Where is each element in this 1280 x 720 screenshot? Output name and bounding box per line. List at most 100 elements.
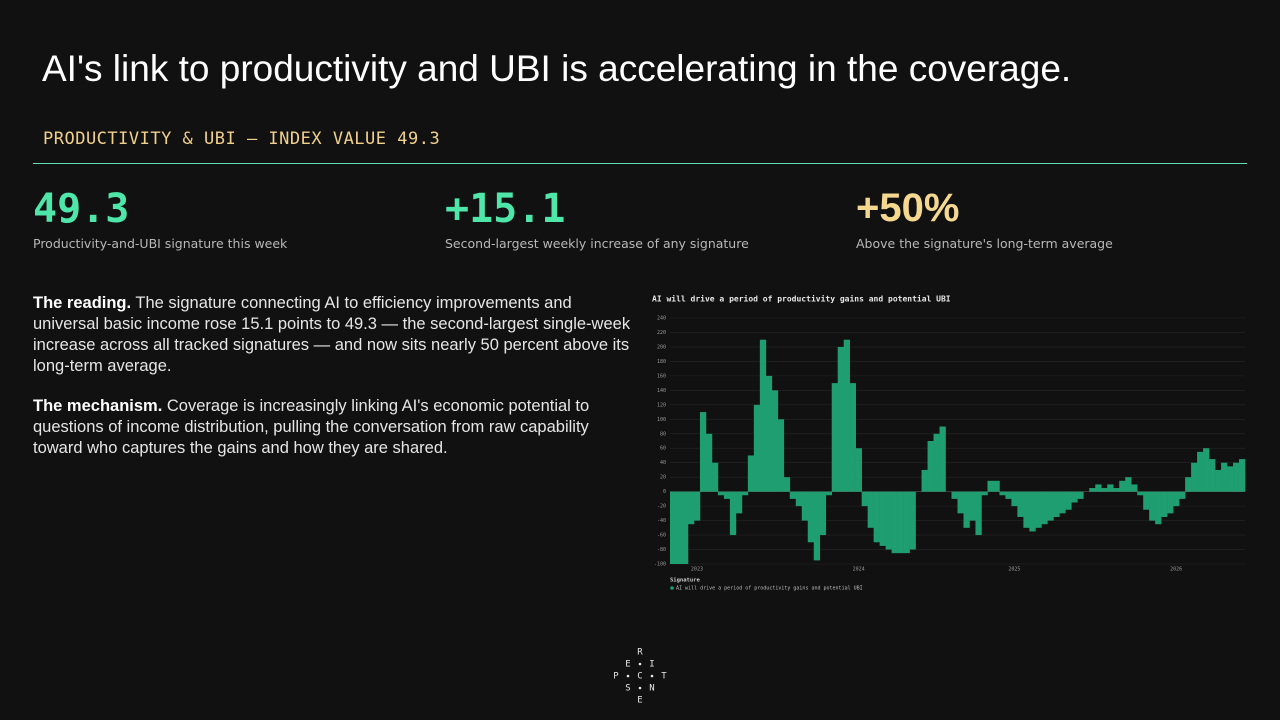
area-segment: [969, 491, 976, 521]
chart-title: AI will drive a period of productivity g…: [652, 294, 951, 304]
area-segment: [759, 339, 767, 492]
area-segment: [795, 491, 803, 507]
area-segment: [927, 441, 934, 492]
legend-title: Signature: [670, 578, 700, 584]
area-segment: [1161, 491, 1168, 517]
area-segment: [981, 491, 988, 496]
stat-value: +15.1: [445, 186, 566, 232]
y-tick-label: 20: [660, 475, 666, 481]
area-segment: [1077, 491, 1084, 499]
area-segment: [729, 491, 737, 536]
area-segment: [1113, 488, 1120, 492]
area-segment: [747, 455, 755, 492]
logo: [626, 662, 654, 690]
y-tick-label: -60: [657, 533, 666, 539]
area-segment: [885, 491, 892, 550]
area-segment: [837, 346, 844, 492]
paragraph-text: The signature connecting AI to efficienc…: [33, 294, 631, 375]
area-segment: [1089, 488, 1096, 492]
area-segment: [1239, 459, 1246, 492]
y-tick-label: 200: [657, 344, 666, 350]
kicker: PRODUCTIVITY & UBI — INDEX VALUE 49.3: [43, 129, 441, 149]
area-segment: [999, 491, 1006, 496]
area-segment: [807, 491, 815, 543]
area-segment: [1107, 484, 1114, 492]
area-segment: [987, 480, 994, 492]
area-segment: [903, 491, 910, 554]
area-segment: [975, 491, 982, 536]
area-segment: [1065, 491, 1072, 510]
area-segment: [873, 491, 880, 543]
paragraph: The mechanism. Coverage is increasingly …: [33, 396, 633, 459]
area-segment: [783, 477, 791, 492]
area-segment: [1029, 491, 1036, 532]
area-segment: [699, 412, 707, 492]
area-segment: [933, 433, 940, 492]
area-segment: [1101, 488, 1108, 492]
y-tick-label: 60: [660, 446, 666, 452]
area-segment: [939, 426, 946, 492]
area-segment: [670, 491, 677, 564]
area-segment: [957, 491, 964, 514]
stat-label: Productivity-and-UBI signature this week: [33, 236, 288, 251]
area-segment: [771, 390, 779, 492]
logo-dot: [638, 662, 642, 666]
area-segment: [693, 491, 701, 521]
paragraph-lead: The reading.: [33, 294, 132, 312]
logo-dot: [626, 674, 630, 678]
area-segment: [897, 491, 904, 554]
area-segment: [741, 491, 749, 496]
area-segment: [1143, 491, 1150, 510]
logo-letter: E: [625, 660, 630, 670]
area-segment: [1197, 451, 1204, 492]
area-segment: [879, 491, 886, 546]
area-segment: [1059, 491, 1066, 514]
area-segment: [1023, 491, 1030, 528]
divider: [33, 163, 1247, 164]
area-segment: [735, 491, 743, 514]
slide-title: AI's link to productivity and UBI is acc…: [42, 48, 1072, 89]
area-segment: [1005, 491, 1012, 499]
area-segment: [789, 491, 797, 499]
y-tick-label: 100: [657, 417, 666, 423]
area-segment: [717, 491, 725, 496]
area-segment: [1149, 491, 1156, 521]
legend-swatch: [670, 586, 674, 590]
stat-value: 49.3: [33, 186, 130, 232]
area-segment: [1119, 480, 1126, 492]
area-segment: [1209, 459, 1216, 492]
area-segment: [1137, 491, 1144, 496]
x-tick-label: 2023: [691, 567, 703, 573]
area-segment: [1221, 462, 1228, 492]
y-tick-label: 80: [660, 431, 666, 437]
x-tick-label: 2026: [1170, 567, 1182, 573]
x-tick-label: 2024: [853, 567, 865, 573]
area-segment: [1071, 491, 1078, 503]
area-segment: [723, 491, 731, 499]
logo-letter: R: [637, 648, 643, 658]
area-segment: [813, 491, 821, 561]
y-tick-label: 0: [663, 489, 666, 495]
area-segment: [855, 448, 862, 492]
area-segment: [687, 491, 695, 525]
paragraph-lead: The mechanism.: [33, 397, 163, 415]
area-segment: [1167, 491, 1174, 514]
stat-value: +50%: [856, 186, 960, 230]
area-segment: [1203, 448, 1210, 492]
logo-dot: [650, 674, 654, 678]
y-tick-label: 240: [657, 316, 666, 322]
logo-letter: T: [661, 672, 667, 682]
area-segment: [849, 383, 856, 492]
x-tick-label: 2025: [1008, 567, 1020, 573]
y-tick-label: 180: [657, 359, 666, 365]
area-segment: [1191, 462, 1198, 492]
area-segment: [819, 491, 827, 536]
area-segment: [951, 491, 958, 499]
area-segment: [1233, 462, 1240, 492]
area-segment: [753, 404, 761, 492]
area-segment: [1131, 484, 1138, 492]
area-segment: [921, 469, 928, 492]
area-segment: [993, 480, 1000, 492]
logo-dot: [638, 686, 642, 690]
